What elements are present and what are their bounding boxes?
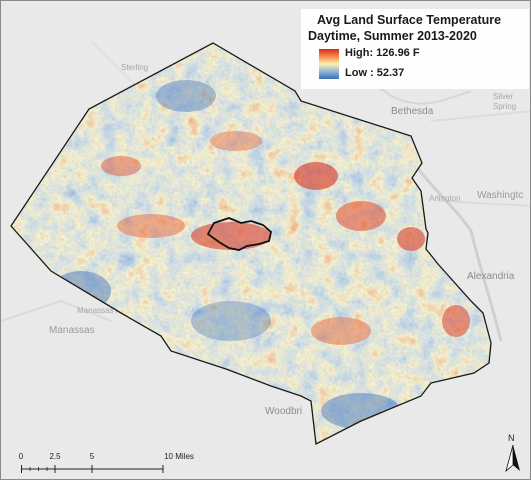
label-woodbridge: Woodbri bbox=[265, 406, 302, 417]
legend-title-line1: Avg Land Surface Temperature bbox=[317, 13, 502, 27]
legend-title-line2: Daytime, Summer 2013-2020 bbox=[308, 29, 477, 43]
basemap bbox=[1, 40, 530, 342]
scale-tick-label: 10 Miles bbox=[164, 452, 194, 461]
label-arlington: Arlington bbox=[429, 194, 461, 203]
legend-color-ramp bbox=[319, 49, 339, 79]
scale-tick-label: 5 bbox=[89, 452, 95, 461]
label-bethesda: Bethesda bbox=[391, 106, 434, 117]
label-silver: Silver bbox=[493, 92, 513, 101]
label-spring: Spring bbox=[493, 102, 516, 111]
north-arrow-icon bbox=[505, 444, 520, 473]
scale-bar-graphic bbox=[21, 465, 164, 473]
north-arrow-label: N bbox=[508, 433, 515, 443]
county-boundary[interactable] bbox=[10, 42, 492, 446]
legend: Avg Land Surface Temperature Daytime, Su… bbox=[301, 9, 529, 89]
legend-low-label: Low : 52.37 bbox=[345, 67, 405, 79]
legend-high-label: High: 126.96 F bbox=[345, 47, 420, 59]
label-sterling: Sterling bbox=[121, 63, 148, 72]
scale-bar: 0 2.5 5 10 Miles bbox=[15, 451, 215, 475]
north-arrow: N bbox=[501, 433, 525, 473]
scale-tick-label: 2.5 bbox=[49, 452, 61, 461]
label-manassas: Manassas bbox=[49, 325, 95, 336]
scale-tick-label: 0 bbox=[18, 452, 24, 461]
fairfax-city-boundary[interactable] bbox=[206, 217, 272, 251]
label-alexandria: Alexandria bbox=[467, 271, 515, 282]
label-manassas-park: Manassas Par bbox=[77, 306, 128, 315]
label-washington: Washingtc bbox=[477, 190, 523, 201]
